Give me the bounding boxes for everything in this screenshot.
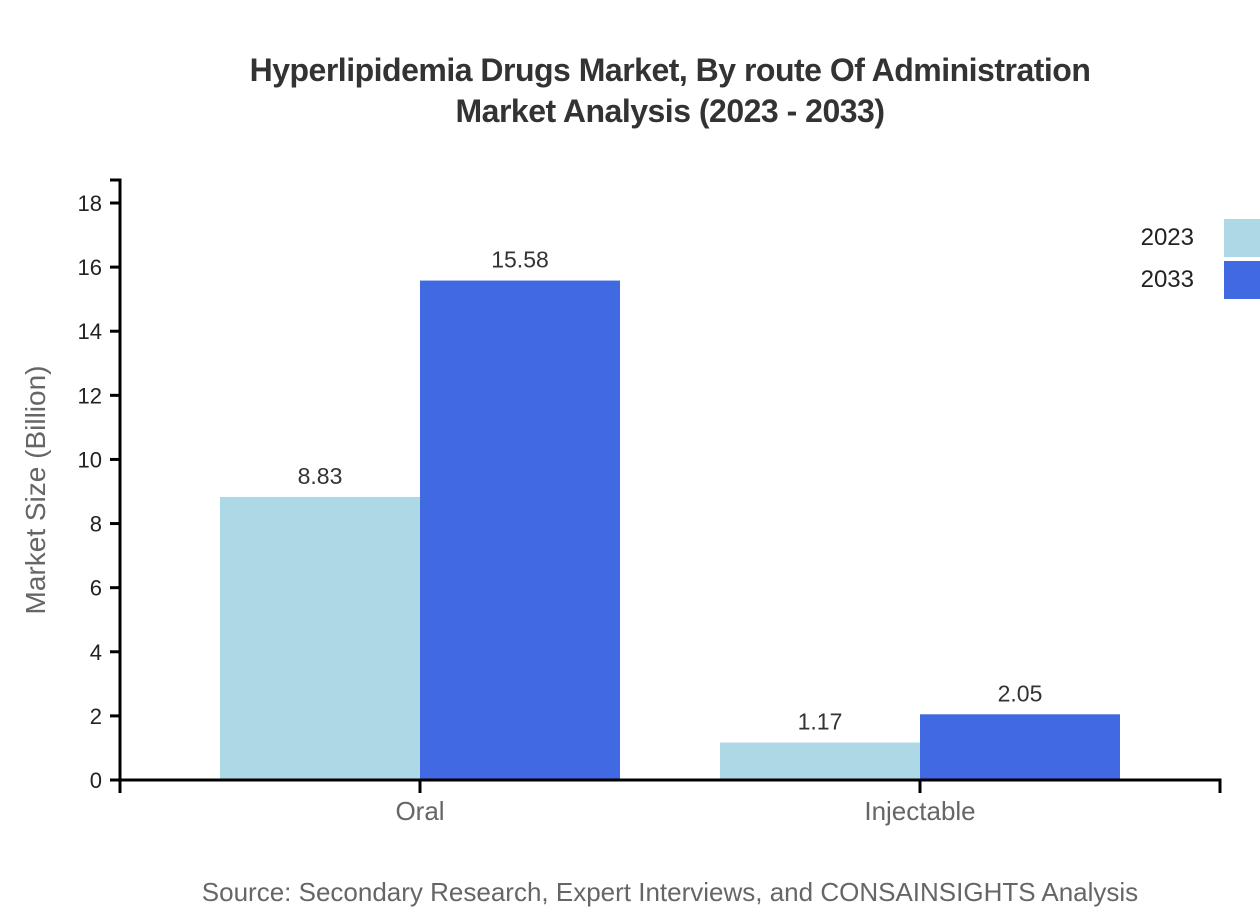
bar-value-label: 1.17 [798,708,843,734]
legend-row: 2033 [1141,261,1260,299]
x-axis-line [118,778,1222,793]
y-axis-line [110,178,122,780]
y-tick-label: 0 [90,768,102,793]
y-tick-label: 10 [78,447,102,472]
bar-oral-2023 [220,496,420,780]
y-tick-label: 6 [90,576,102,601]
legend-row: 2023 [1141,219,1260,257]
bar-injectable-2023 [720,742,920,780]
y-tick-label: 18 [78,191,102,216]
y-tick-label: 12 [78,383,102,408]
y-tick-label: 4 [90,640,102,665]
y-tick-label: 2 [90,704,102,729]
bar-value-label: 8.83 [298,463,343,489]
y-tick-label: 8 [90,512,102,537]
chart-title: Hyperlipidemia Drugs Market, By route Of… [120,50,1220,132]
x-category-label: Oral [395,796,444,826]
bar-oral-2033 [420,280,620,780]
y-tick-label: 14 [78,319,102,344]
legend-label: 2023 [1140,224,1194,251]
source-attribution: Source: Secondary Research, Expert Inter… [201,877,1139,907]
bar-value-label: 15.58 [491,247,549,273]
bar-value-label: 2.05 [998,680,1043,706]
legend-swatch [1224,219,1260,257]
legend-swatch [1224,261,1260,299]
chart-title-line-2: Market Analysis (2023 - 2033) [455,93,886,129]
y-tick-label: 16 [78,255,102,280]
x-category-label: Injectable [864,796,975,826]
legend-label: 2033 [1140,266,1194,293]
chart-title-line-1: Hyperlipidemia Drugs Market, By route Of… [249,52,1091,88]
bar-injectable-2033 [920,714,1120,780]
legend: 2023 2033 [1141,219,1260,299]
